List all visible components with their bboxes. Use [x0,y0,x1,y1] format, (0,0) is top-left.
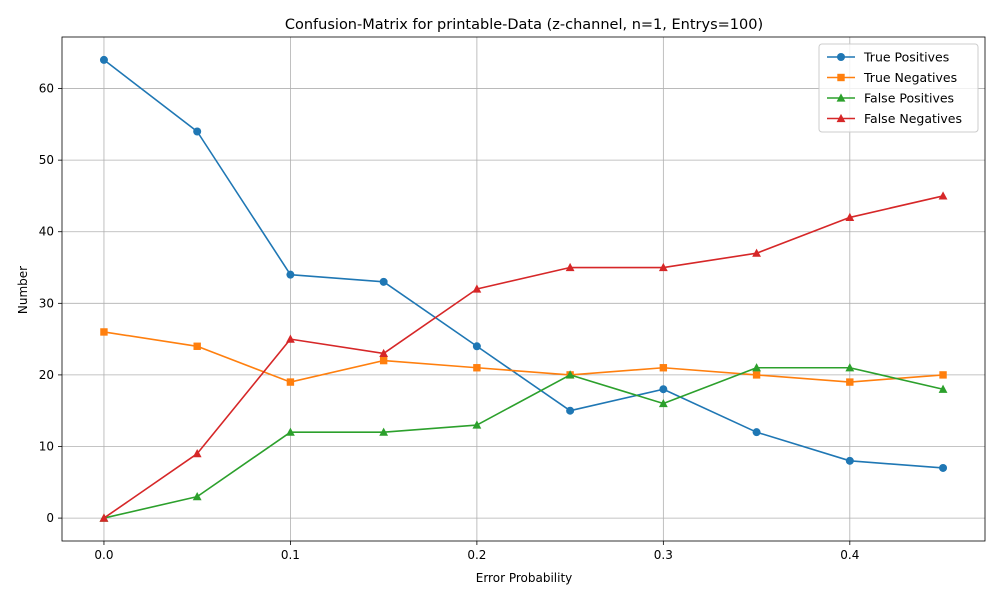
legend-entry-true-positives: True Positives [827,50,949,65]
series-true-positives [99,55,948,472]
series-layer [99,55,948,522]
series-line-true-positives [103,59,944,469]
legend: True Positives True Negatives False Positi… [818,43,979,133]
data-point-false-negatives [99,513,109,522]
y-tick-label: 50 [39,153,54,167]
plot-frame [61,36,986,542]
series-line-false-positives [103,366,944,519]
data-point-true-negatives [473,364,481,372]
data-point-false-negatives [379,348,389,358]
legend-marker [837,73,845,82]
legend-label: False Negatives [864,111,962,126]
data-point-true-positives [752,428,761,437]
data-point-true-negatives [286,378,295,386]
series-line-true-negatives [103,331,944,383]
data-point-false-positives [565,370,575,379]
legend-entry-false-negatives: False Negatives [827,111,962,126]
y-tick-label: 10 [39,440,54,454]
data-point-false-positives [658,398,668,408]
legend-label: True Negatives [863,70,957,85]
data-point-true-positives [193,127,202,136]
x-tick-label: 0.0 [94,548,113,562]
data-point-true-negatives [939,371,947,379]
data-point-false-positives [192,492,202,501]
x-axis-label: Error Probability [476,571,573,585]
data-point-true-positives [845,456,854,465]
x-tick-label: 0.3 [654,548,673,562]
data-point-true-positives [286,270,295,279]
data-point-true-positives [659,385,668,394]
data-point-true-positives [939,463,948,472]
data-point-true-positives [566,406,575,415]
data-point-false-negatives [658,262,668,272]
data-point-false-positives [752,363,761,372]
series-false-negatives [99,191,948,522]
x-tick-label: 0.2 [467,548,486,562]
data-point-false-negatives [845,212,855,222]
y-tick-label: 20 [39,368,54,382]
x-tick-label: 0.1 [281,548,300,562]
legend-label: True Positives [863,50,949,65]
x-tick-label: 0.4 [840,548,859,562]
data-point-false-negatives [565,262,575,272]
data-point-true-positives [379,277,388,286]
y-tick-label: 0 [46,511,54,525]
data-point-false-negatives [752,248,761,257]
legend-entry-false-positives: False Positives [827,91,954,106]
data-point-false-positives [286,427,295,436]
legend-marker [837,53,845,61]
data-point-false-positives [379,427,389,436]
legend-label: False Positives [864,91,954,106]
data-point-true-negatives [193,342,201,350]
data-point-true-negatives [659,364,668,372]
data-point-false-negatives [192,449,202,458]
data-point-false-positives [938,384,948,393]
data-point-false-negatives [472,284,482,293]
series-line-false-negatives [103,195,944,519]
y-tick-label: 30 [39,296,54,310]
data-point-true-negatives [846,378,854,386]
data-point-false-negatives [938,191,948,200]
data-point-false-positives [472,420,482,429]
legend-entry-true-negatives: True Negatives [827,70,957,85]
y-tick-label: 60 [39,82,54,96]
legend-marker [836,93,846,102]
y-tick-label: 40 [39,225,54,239]
chart-title: Confusion-Matrix for printable-Data (z-c… [285,17,763,33]
data-point-true-negatives [100,328,108,336]
axes: 0.0 0.1 0.2 0.3 0.4 0 10 20 30 40 50 60 [39,82,860,562]
data-point-true-negatives [379,356,388,365]
data-point-true-positives [99,55,108,64]
legend-marker [836,113,846,123]
data-point-true-positives [472,342,481,351]
y-axis-label: Number [16,266,30,314]
data-point-false-positives [845,363,855,372]
data-point-true-negatives [752,371,761,379]
data-point-false-negatives [286,334,295,343]
legend-box [818,43,979,133]
